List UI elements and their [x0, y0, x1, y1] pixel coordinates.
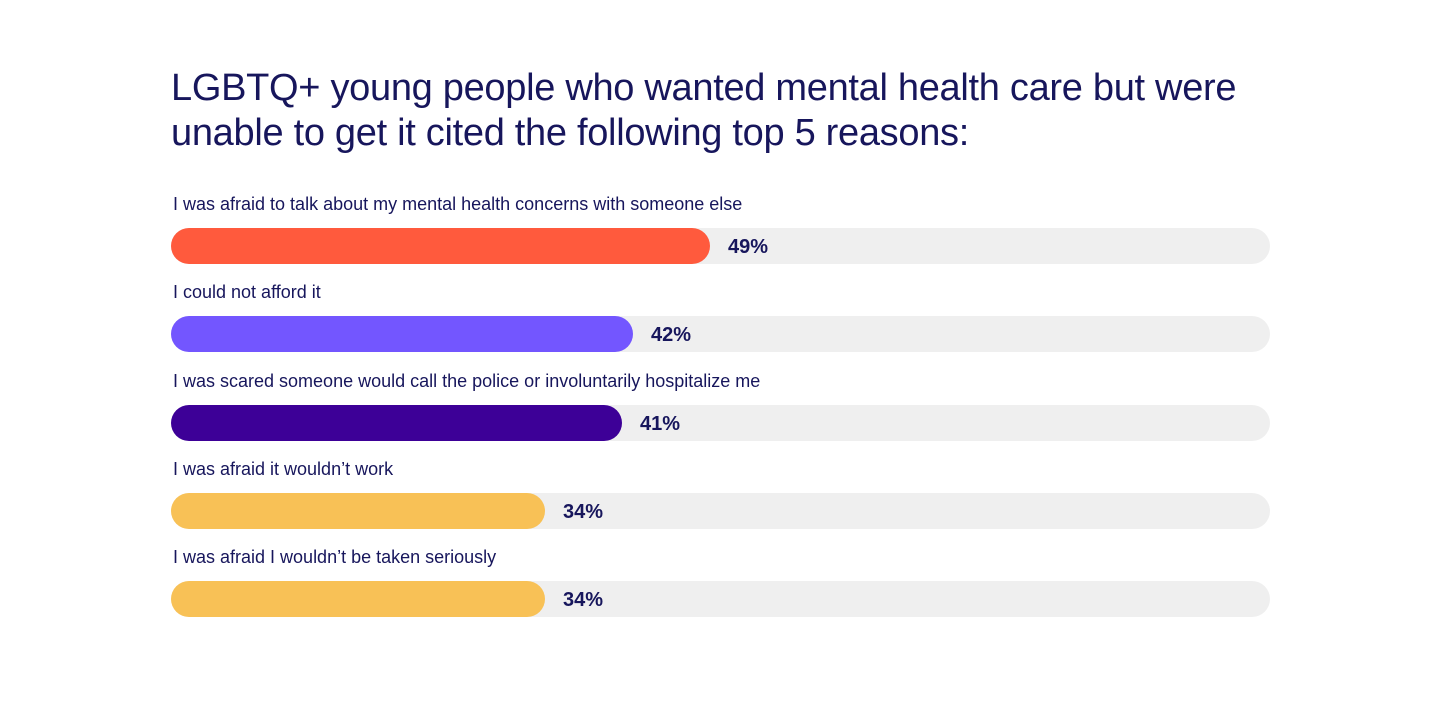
bar-track: 34% [171, 492, 1270, 529]
bar-row: I was scared someone would call the poli… [171, 367, 1270, 447]
bar [171, 228, 710, 264]
bar [171, 581, 545, 617]
bar-row: I was afraid it wouldn’t work 34% [171, 455, 1270, 535]
bar-category-label: I was afraid I wouldn’t be taken serious… [173, 547, 497, 567]
bar-value-label: 41% [640, 412, 681, 435]
bar-category-label: I could not afford it [173, 282, 321, 303]
bar-value-label: 34% [563, 500, 604, 523]
bar-row: I could not afford it 42% [171, 278, 1270, 358]
bar-category-label: I was scared someone would call the poli… [173, 370, 761, 391]
bar-track: 49% [171, 228, 1270, 264]
bar-track: 34% [171, 581, 1270, 617]
bar-row: I was afraid to talk about my mental hea… [171, 190, 1270, 270]
bar-track: 41% [171, 404, 1270, 441]
bar [171, 404, 622, 441]
bar-value-label: 42% [651, 324, 692, 347]
bar-value-label: 34% [563, 589, 604, 611]
chart-title: LGBTQ+ young people who wanted mental he… [171, 67, 1237, 154]
bar-row: I was afraid I wouldn’t be taken serious… [171, 543, 1270, 623]
bar-value-label: 49% [728, 236, 769, 258]
bar [171, 492, 545, 529]
bar-category-label: I was afraid to talk about my mental hea… [173, 194, 743, 214]
bar [171, 316, 633, 353]
bar-category-label: I was afraid it wouldn’t work [173, 458, 394, 479]
bar-track: 42% [171, 316, 1270, 353]
